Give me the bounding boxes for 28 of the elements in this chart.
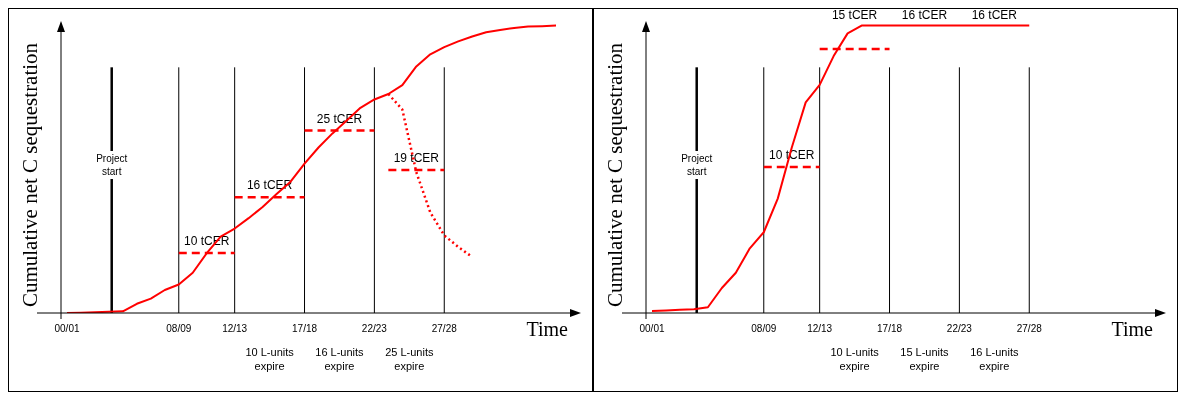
annotation: Project start	[681, 152, 713, 177]
y-axis-title: Cumulative net C sequestration	[602, 42, 627, 308]
x-tick-label: 17/18	[292, 322, 318, 334]
x-tick-label: 22/23	[946, 322, 973, 334]
x-axis-title: Time	[1111, 318, 1154, 341]
x-axis-title: Time	[526, 318, 569, 341]
annotation: 16 tCER	[901, 7, 948, 22]
annotation: Project start	[96, 152, 128, 177]
annotation: 16 tCER	[971, 7, 1018, 22]
y-axis-title: Cumulative net C sequestration	[17, 42, 42, 308]
text: 10 L-units expire	[245, 345, 295, 372]
x-tick-label: 27/28	[431, 322, 458, 334]
x-tick-label: 12/13	[222, 322, 248, 334]
text: 15 L-units expire	[900, 345, 950, 372]
x-tick-label: 00/01	[639, 322, 665, 334]
series-label: 19 tCER	[393, 151, 440, 166]
x-tick-label: 27/28	[1016, 322, 1043, 334]
x-tick-label: 08/09	[166, 322, 192, 334]
x-tick-label: 17/18	[877, 322, 903, 334]
text: 16 L-units expire	[970, 345, 1019, 372]
x-tick-label: 22/23	[361, 322, 388, 334]
text: 16 L-units expire	[315, 345, 365, 372]
x-tick-label: 08/09	[751, 322, 777, 334]
annotation: 15 tCER	[831, 7, 878, 22]
x-tick-label: 00/01	[54, 322, 80, 334]
text: 10 L-units expire	[830, 345, 880, 372]
x-tick-label: 12/13	[807, 322, 833, 334]
text: 25 L-units expire	[385, 345, 434, 372]
